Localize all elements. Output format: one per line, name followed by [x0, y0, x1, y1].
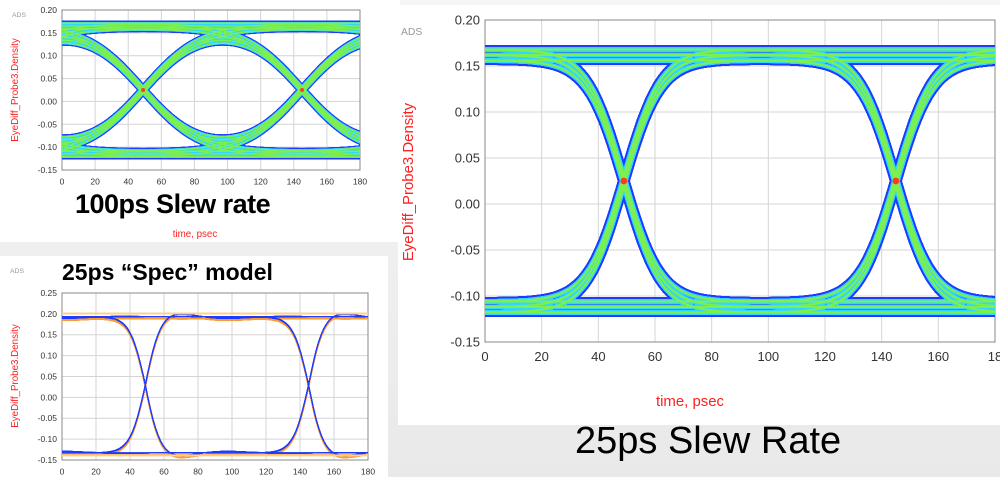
- x-tick-label: 20: [90, 177, 100, 187]
- y-tick-label: -0.15: [450, 335, 480, 350]
- ads-watermark: ADS: [12, 12, 26, 19]
- x-tick-label: 80: [193, 467, 203, 477]
- eye-traces: [485, 45, 995, 317]
- caption-25ps-slew-rate: 25ps Slew Rate: [575, 420, 842, 462]
- eye-crossing-point: [620, 177, 628, 185]
- x-tick-label: 160: [320, 177, 334, 187]
- x-tick-label: 40: [125, 467, 135, 477]
- x-tick-label: 180: [353, 177, 367, 187]
- x-tick-label: 18: [988, 349, 1000, 364]
- eye-trace-mid: [62, 313, 368, 457]
- y-tick-label: 0.10: [455, 105, 480, 120]
- x-tick-label: 140: [871, 349, 893, 364]
- x-tick-label: 100: [757, 349, 779, 364]
- caption-25ps-spec-model: 25ps “Spec” model: [62, 259, 273, 285]
- y-tick-label: -0.10: [38, 434, 58, 444]
- eye-crossing-point: [141, 88, 146, 92]
- y-tick-label: 0.15: [455, 59, 480, 74]
- eye-chart-1: -0.15 -0.10 -0.05 0.00 0.05 0.10 0.15 0.20 0 20 40…: [0, 0, 400, 242]
- eye-chart-3: -0.15 -0.10 -0.05 0.00 0.05 0.10 0.15 0.20 0 20 40…: [398, 5, 1000, 425]
- x-tick-label: 0: [60, 467, 65, 477]
- x-axis-label: time, psec: [656, 393, 725, 410]
- y-tick-label: 0.20: [40, 5, 57, 15]
- y-tick-label: 0.25: [40, 288, 57, 298]
- y-tick-label: -0.15: [38, 165, 58, 175]
- x-tick-label: 40: [123, 177, 133, 187]
- eye-trace-core: [62, 37, 360, 146]
- y-tick-label: 0.05: [455, 151, 480, 166]
- chart-panel: [398, 5, 1000, 425]
- x-tick-label: 60: [648, 349, 662, 364]
- y-tick-label: 0.15: [40, 28, 57, 38]
- x-tick-label: 0: [481, 349, 488, 364]
- x-tick-label: 20: [91, 467, 101, 477]
- x-tick-label: 160: [927, 349, 949, 364]
- x-axis-label: time, psec: [173, 229, 218, 240]
- eye-crossing-point: [300, 88, 305, 92]
- eye-trace-core: [62, 39, 360, 148]
- x-tick-label: 80: [704, 349, 718, 364]
- y-tick-label: 0.05: [40, 74, 57, 84]
- y-axis-label: EyeDiff_Probe3.Density: [10, 38, 21, 142]
- y-tick-label: -0.15: [38, 455, 58, 465]
- x-tick-label: 60: [159, 467, 169, 477]
- chart-panel: [0, 256, 388, 477]
- x-tick-label: 120: [254, 177, 268, 187]
- x-tick-label: 120: [259, 467, 273, 477]
- y-axis-label: EyeDiff_Probe3.Density: [400, 102, 417, 261]
- plot-frame: [61, 292, 369, 461]
- ads-watermark: ADS: [10, 268, 24, 275]
- eye-crossing-point: [892, 177, 900, 185]
- y-tick-label: 0.00: [40, 96, 57, 106]
- y-tick-label: 0.05: [40, 371, 57, 381]
- plot-frame: [61, 9, 361, 171]
- eye-traces: [62, 20, 360, 160]
- y-axis-label: EyeDiff_Probe3.Density: [10, 324, 21, 428]
- x-tick-label: 100: [220, 177, 234, 187]
- eye-trace-core: [485, 54, 995, 308]
- x-tick-label: 160: [327, 467, 341, 477]
- plot-frame: [484, 19, 996, 343]
- y-tick-label: -0.10: [38, 142, 58, 152]
- x-tick-label: 140: [293, 467, 307, 477]
- y-tick-label: 0.20: [455, 13, 480, 28]
- x-tick-label: 120: [814, 349, 836, 364]
- x-tick-label: 20: [534, 349, 548, 364]
- y-tick-label: 0.10: [40, 351, 57, 361]
- y-tick-label: -0.05: [38, 413, 58, 423]
- x-tick-label: 80: [190, 177, 200, 187]
- eye-trace-core: [485, 48, 995, 303]
- ads-watermark: ADS: [401, 27, 422, 38]
- y-tick-label: -0.05: [450, 243, 480, 258]
- x-tick-label: 180: [361, 467, 375, 477]
- x-tick-label: 140: [287, 177, 301, 187]
- y-tick-label: 0.10: [40, 51, 57, 61]
- x-tick-label: 60: [157, 177, 167, 187]
- x-tick-label: 40: [591, 349, 605, 364]
- eye-chart-2: -0.15 -0.10 -0.05 0.00 0.05 0.10 0.15 0.20 0.25 0…: [0, 256, 388, 477]
- eye-trace-core: [62, 42, 360, 151]
- y-tick-label: 0.00: [40, 392, 57, 402]
- eye-traces: [62, 312, 368, 459]
- y-tick-label: 0.00: [455, 197, 480, 212]
- y-tick-label: 0.15: [40, 330, 57, 340]
- y-tick-label: -0.05: [38, 119, 58, 129]
- x-tick-label: 100: [225, 467, 239, 477]
- y-tick-label: -0.10: [450, 289, 480, 304]
- x-tick-label: 0: [60, 177, 65, 187]
- caption-100ps-slew-rate: 100ps Slew rate: [75, 189, 271, 219]
- y-tick-label: 0.20: [40, 309, 57, 319]
